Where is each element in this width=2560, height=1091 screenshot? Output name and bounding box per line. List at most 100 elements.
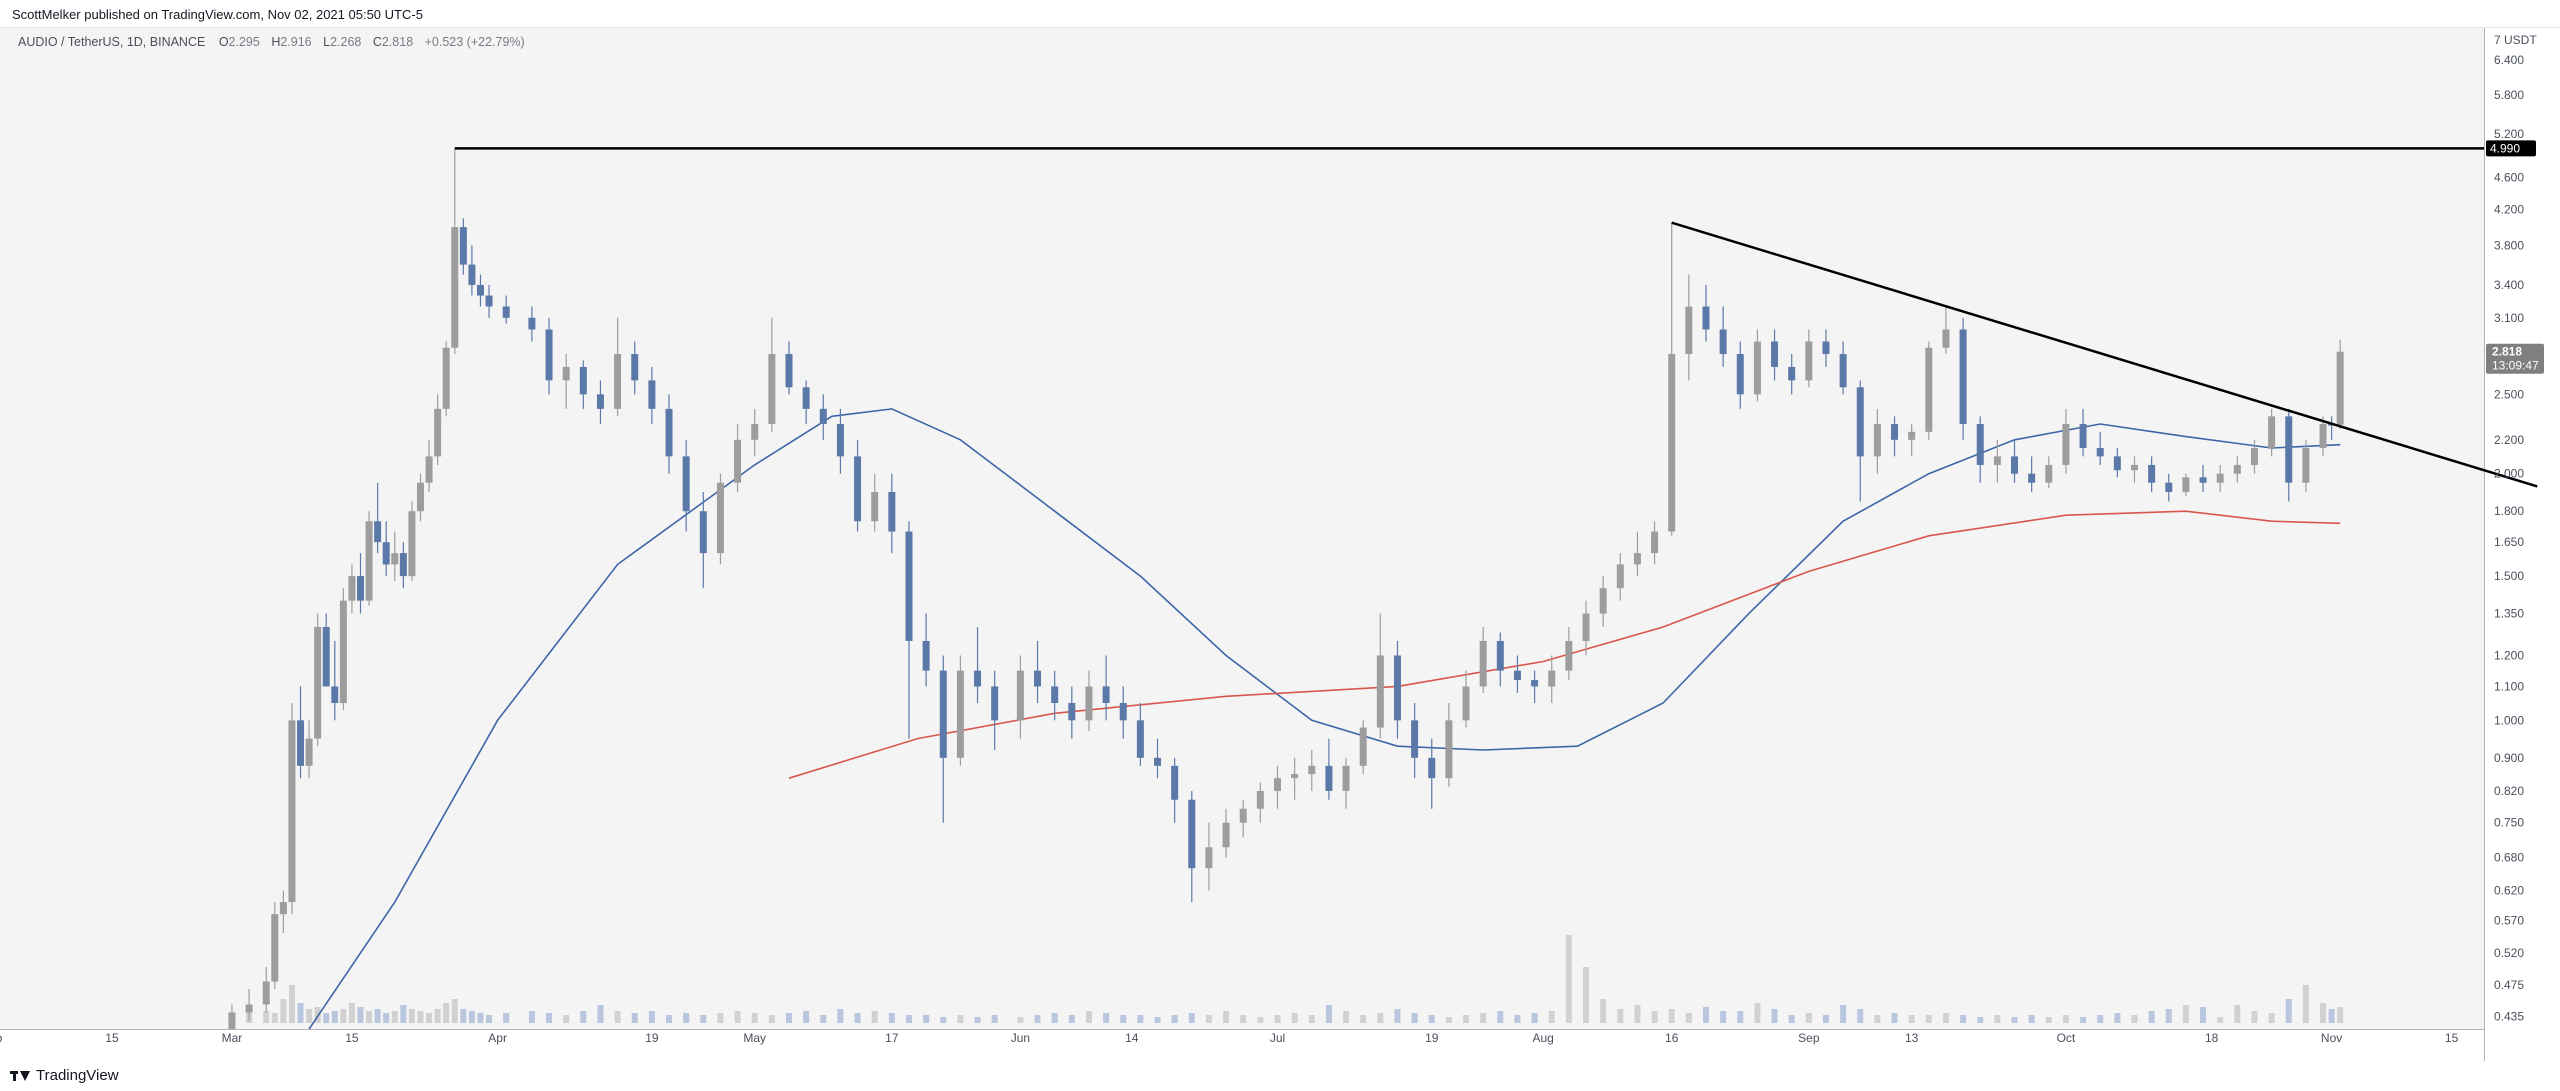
candlesticks[interactable] [228, 148, 2344, 1029]
candle[interactable] [331, 640, 339, 721]
candle[interactable] [2028, 456, 2036, 492]
candle[interactable] [1393, 640, 1401, 739]
candle[interactable] [2165, 473, 2173, 502]
candle[interactable] [1856, 380, 1864, 502]
candle[interactable] [545, 317, 553, 395]
candle[interactable] [819, 394, 827, 440]
candle[interactable] [485, 284, 493, 318]
candle[interactable] [1273, 765, 1281, 809]
candle[interactable] [974, 626, 982, 703]
candle[interactable] [648, 366, 656, 425]
chart-area[interactable]: 6.400 5.800 5.200 4.600 4.200 3.800 3.400 3.100… [0, 28, 2560, 1061]
candle[interactable] [297, 686, 305, 779]
candle[interactable] [631, 341, 639, 395]
candle[interactable] [716, 473, 724, 565]
candle[interactable] [1548, 655, 1556, 703]
candle[interactable] [1513, 655, 1521, 693]
candle[interactable] [314, 613, 322, 747]
candle[interactable] [442, 341, 450, 417]
candle[interactable] [2130, 456, 2138, 483]
tradingview-brand[interactable]: TradingView [10, 1067, 119, 1084]
candle[interactable] [2319, 416, 2327, 457]
candle[interactable] [1428, 738, 1436, 809]
candle[interactable] [1822, 329, 1830, 367]
candle[interactable] [382, 521, 390, 577]
candle[interactable] [2113, 447, 2121, 478]
candle[interactable] [682, 439, 690, 532]
candle[interactable] [2268, 408, 2276, 457]
candle[interactable] [1256, 782, 1264, 823]
candle[interactable] [1034, 640, 1042, 703]
candle[interactable] [751, 408, 759, 457]
candle[interactable] [1633, 531, 1641, 577]
candle[interactable] [228, 1004, 236, 1029]
time-axis[interactable]: Feb 15 Mar 15 Apr 19 May 17 Jun 14 Jul 19 Aug 16 Sep 13… [0, 1031, 2560, 1045]
candle[interactable] [1496, 632, 1504, 687]
candle[interactable] [399, 542, 407, 589]
candle[interactable] [991, 670, 999, 751]
candle[interactable] [1668, 222, 1676, 536]
candle[interactable] [1616, 553, 1624, 601]
candle[interactable] [939, 655, 947, 823]
candle[interactable] [1359, 720, 1367, 775]
candle[interactable] [2011, 439, 2019, 483]
candle[interactable] [2079, 408, 2087, 457]
candle[interactable] [1582, 600, 1590, 656]
candle[interactable] [245, 988, 253, 1021]
candle[interactable] [905, 521, 913, 739]
candle[interactable] [322, 613, 330, 687]
candle[interactable] [451, 148, 459, 355]
candle[interactable] [2045, 456, 2053, 489]
candle[interactable] [1702, 284, 1710, 342]
candle[interactable] [1565, 626, 1573, 681]
candle[interactable] [1942, 306, 1950, 355]
candle[interactable] [888, 473, 896, 554]
candle[interactable] [528, 306, 536, 342]
candle[interactable] [699, 491, 707, 589]
candle[interactable] [1873, 408, 1881, 474]
candle[interactable] [922, 613, 930, 687]
candle[interactable] [1805, 329, 1813, 388]
candle[interactable] [1479, 626, 1487, 693]
candle[interactable] [1051, 670, 1059, 721]
candle[interactable] [2250, 439, 2258, 474]
candle[interactable] [1445, 702, 1453, 787]
candle[interactable] [1239, 799, 1247, 838]
candle[interactable] [2148, 456, 2156, 492]
candle[interactable] [1908, 424, 1916, 457]
currency-label[interactable]: 7 USDT [2494, 33, 2537, 47]
candle[interactable] [802, 380, 810, 425]
candle[interactable] [1085, 670, 1093, 732]
candle[interactable] [1736, 341, 1744, 409]
candle[interactable] [579, 360, 587, 409]
candle[interactable] [2096, 431, 2104, 465]
candle[interactable] [468, 245, 476, 296]
candle[interactable] [1771, 329, 1779, 381]
candle[interactable] [1154, 738, 1162, 779]
candle[interactable] [2216, 464, 2224, 492]
drawn-lines[interactable] [454, 147, 2538, 488]
candle[interactable] [1376, 613, 1384, 739]
candle[interactable] [1171, 757, 1179, 823]
candle[interactable] [1976, 416, 1984, 483]
candle[interactable] [1959, 317, 1967, 440]
candle[interactable] [1016, 655, 1024, 739]
candle[interactable] [836, 408, 844, 474]
candle[interactable] [1188, 790, 1196, 903]
candle[interactable] [271, 902, 279, 989]
candle[interactable] [374, 482, 382, 554]
candle[interactable] [2285, 408, 2293, 502]
candle[interactable] [425, 439, 433, 492]
candle[interactable] [734, 424, 742, 492]
candle[interactable] [408, 501, 416, 581]
candle[interactable] [1788, 354, 1796, 395]
candle[interactable] [1068, 686, 1076, 739]
price-axis[interactable]: 6.400 5.800 5.200 4.600 4.200 3.800 3.400 3.100… [2494, 53, 2524, 1024]
candle[interactable] [1222, 808, 1230, 858]
candle[interactable] [2062, 408, 2070, 474]
candle[interactable] [1411, 702, 1419, 779]
candle[interactable] [1925, 341, 1933, 440]
candle[interactable] [665, 394, 673, 474]
candle[interactable] [1205, 822, 1213, 891]
candle[interactable] [416, 473, 424, 522]
